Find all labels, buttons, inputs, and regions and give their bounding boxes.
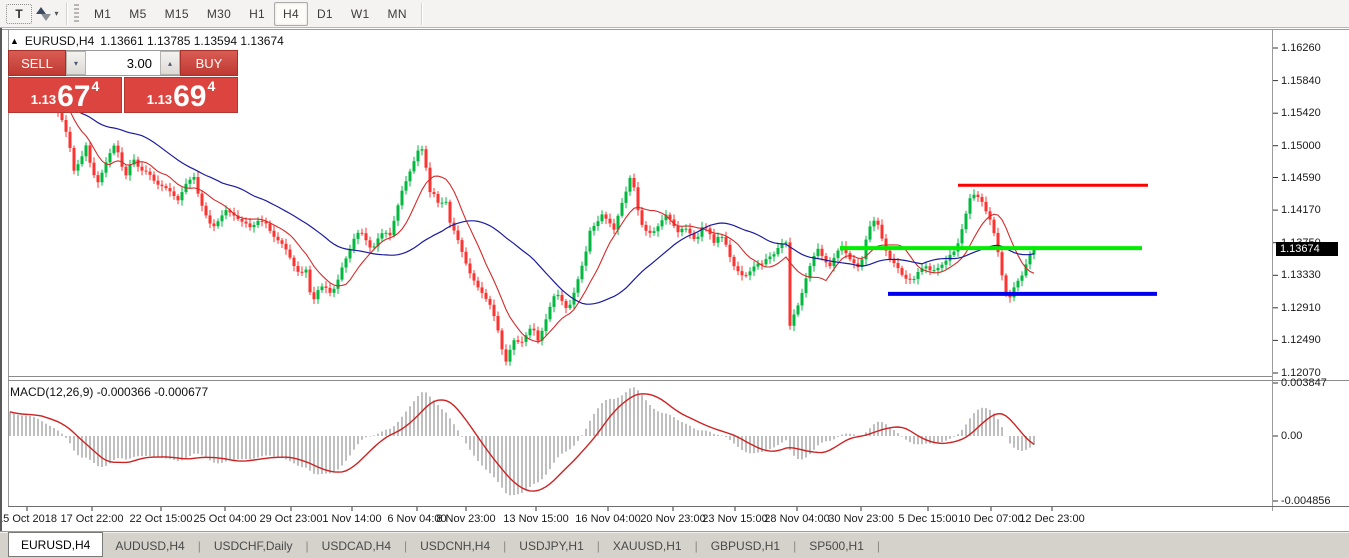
sell-price-prefix: 1.13 xyxy=(30,92,57,107)
arrows-tool-button[interactable]: ▾ xyxy=(34,2,60,26)
macd-tick-label: 0.003847 xyxy=(1281,377,1327,389)
chart-tab-sp500-h1[interactable]: SP500,H1 xyxy=(809,538,864,553)
tab-separator: | xyxy=(596,538,600,553)
timeframe-button-m15[interactable]: M15 xyxy=(164,6,189,21)
one-click-trading-panel: SELL ▾ 3.00 ▴ BUY 1.13 67 4 1.13 69 4 xyxy=(8,50,238,113)
timeframe-button-mn[interactable]: MN xyxy=(387,6,407,21)
chart-header: ▲ EURUSD,H4 1.13661 1.13785 1.13594 1.13… xyxy=(10,34,284,48)
candlestick-series xyxy=(9,78,1157,366)
chart-tab-usdcnh-h4[interactable]: USDCNH,H4 xyxy=(420,538,491,553)
text-tool-button[interactable]: T xyxy=(6,3,32,24)
buy-price-sup: 4 xyxy=(207,78,216,94)
tab-separator: | xyxy=(876,538,881,553)
date-tick-label: 8 Nov 23:00 xyxy=(436,513,496,525)
timeframe-button-m1[interactable]: M1 xyxy=(94,6,112,21)
date-tick-label: 23 Nov 15:00 xyxy=(702,513,768,525)
date-tick-label: 6 Nov 04:00 xyxy=(387,513,447,525)
date-tick-label: 12 Dec 23:00 xyxy=(1019,513,1085,525)
date-tick-label: 28 Nov 04:00 xyxy=(764,513,830,525)
price-tick-label: 1.12910 xyxy=(1281,301,1321,314)
timeframe-button-w1[interactable]: W1 xyxy=(350,6,370,21)
chart-tab-usdchf-daily[interactable]: USDCHF,Daily xyxy=(213,538,293,553)
chart-tab-gbpusd-h1[interactable]: GBPUSD,H1 xyxy=(710,538,781,553)
chart-tab-eurusd-h4[interactable]: EURUSD,H4 xyxy=(8,532,104,557)
tab-separator: | xyxy=(694,538,698,553)
chart-window[interactable]: ▲ EURUSD,H4 1.13661 1.13785 1.13594 1.13… xyxy=(0,28,1349,531)
sell-button[interactable]: SELL xyxy=(8,50,66,76)
timeframe-button-h1[interactable]: H1 xyxy=(249,6,266,21)
chart-symbol-timeframe: EURUSD,H4 xyxy=(24,34,95,48)
chart-ohlc-values: 1.13661 1.13785 1.13594 1.13674 xyxy=(100,34,284,48)
price-chart-canvas xyxy=(0,29,1349,511)
date-tick-label: 15 Oct 2018 xyxy=(0,513,57,525)
timeframe-button-m30[interactable]: M30 xyxy=(206,6,232,21)
top-toolbar: T ▾ M1 M5 M15 M30 H1 H4 D1 W1 MN xyxy=(0,0,1349,28)
date-tick-label: 22 Oct 15:00 xyxy=(129,513,193,525)
date-tick-label: 10 Dec 07:00 xyxy=(958,513,1024,525)
volume-spinner: ▾ 3.00 ▴ xyxy=(66,50,180,76)
chart-tab-bar: EURUSD,H4 AUDUSD,H4 | USDCHF,Daily | USDCAD,H… xyxy=(0,531,1349,558)
date-tick-label: 16 Nov 04:00 xyxy=(575,513,641,525)
sell-price-sup: 4 xyxy=(91,78,100,94)
tab-separator: | xyxy=(404,538,408,553)
chevron-down-icon: ▾ xyxy=(54,9,59,18)
tab-separator: | xyxy=(503,538,507,553)
macd-indicator-label: MACD(12,26,9) -0.000366 -0.000677 xyxy=(10,385,209,399)
collapse-panel-icon[interactable]: ▲ xyxy=(10,36,19,46)
chart-tab-xauusd-h1[interactable]: XAUUSD,H1 xyxy=(612,538,682,553)
sell-price-display[interactable]: 1.13 67 4 xyxy=(8,77,122,113)
date-tick-label: 20 Nov 23:00 xyxy=(640,513,706,525)
date-tick-label: 25 Oct 04:00 xyxy=(193,513,257,525)
price-tick-label: 1.15840 xyxy=(1281,74,1321,87)
date-tick-label: 1 Nov 14:00 xyxy=(322,513,382,525)
chart-tab-audusd-h4[interactable]: AUDUSD,H4 xyxy=(115,538,185,553)
tab-separator: | xyxy=(197,538,201,553)
timeframe-button-m5[interactable]: M5 xyxy=(129,6,147,21)
swap-arrows-icon xyxy=(35,6,52,21)
timeframe-button-d1[interactable]: D1 xyxy=(316,6,333,21)
buy-button[interactable]: BUY xyxy=(180,50,238,76)
volume-increase-button[interactable]: ▴ xyxy=(160,51,180,75)
window-left-border xyxy=(0,28,2,532)
toolbar-grip-handle[interactable] xyxy=(74,3,79,24)
macd-tick-label: -0.004856 xyxy=(1281,495,1331,507)
buy-price-display[interactable]: 1.13 69 4 xyxy=(124,77,238,113)
date-tick-label: 29 Oct 23:00 xyxy=(259,513,323,525)
price-tick-label: 1.12070 xyxy=(1281,367,1321,379)
price-tick-label: 1.14170 xyxy=(1281,204,1321,217)
chart-tab-usdcad-h4[interactable]: USDCAD,H4 xyxy=(321,538,392,553)
current-price-badge: 1.13674 xyxy=(1276,241,1338,256)
tab-separator: | xyxy=(305,538,309,553)
macd-tick-label: 0.00 xyxy=(1281,430,1303,442)
buy-price-prefix: 1.13 xyxy=(146,92,173,107)
buy-price-big: 69 xyxy=(173,80,207,113)
tab-separator: | xyxy=(793,538,797,553)
date-tick-label: 5 Dec 15:00 xyxy=(898,513,958,525)
price-tick-label: 1.13330 xyxy=(1281,269,1321,282)
date-tick-label: 17 Oct 22:00 xyxy=(60,513,124,525)
timeframe-button-h4[interactable]: H4 xyxy=(274,1,308,26)
chart-tab-usdjpy-h1[interactable]: USDJPY,H1 xyxy=(519,538,584,553)
volume-input[interactable]: 3.00 xyxy=(126,55,152,71)
price-tick-label: 1.15420 xyxy=(1281,107,1321,120)
volume-decrease-button[interactable]: ▾ xyxy=(66,51,86,75)
price-tick-label: 1.12490 xyxy=(1281,334,1321,347)
price-tick-label: 1.15000 xyxy=(1281,139,1321,152)
sell-price-big: 67 xyxy=(57,80,91,113)
price-tick-label: 1.14590 xyxy=(1281,171,1321,184)
macd-series xyxy=(9,387,1035,496)
timeframe-toolbar: M1 M5 M15 M30 H1 H4 D1 W1 MN xyxy=(85,1,416,26)
date-tick-label: 13 Nov 15:00 xyxy=(503,513,569,525)
toolbar-separator xyxy=(66,2,67,25)
date-tick-label: 30 Nov 23:00 xyxy=(828,513,894,525)
price-tick-label: 1.16260 xyxy=(1281,42,1321,54)
toolbar-separator xyxy=(420,2,422,25)
